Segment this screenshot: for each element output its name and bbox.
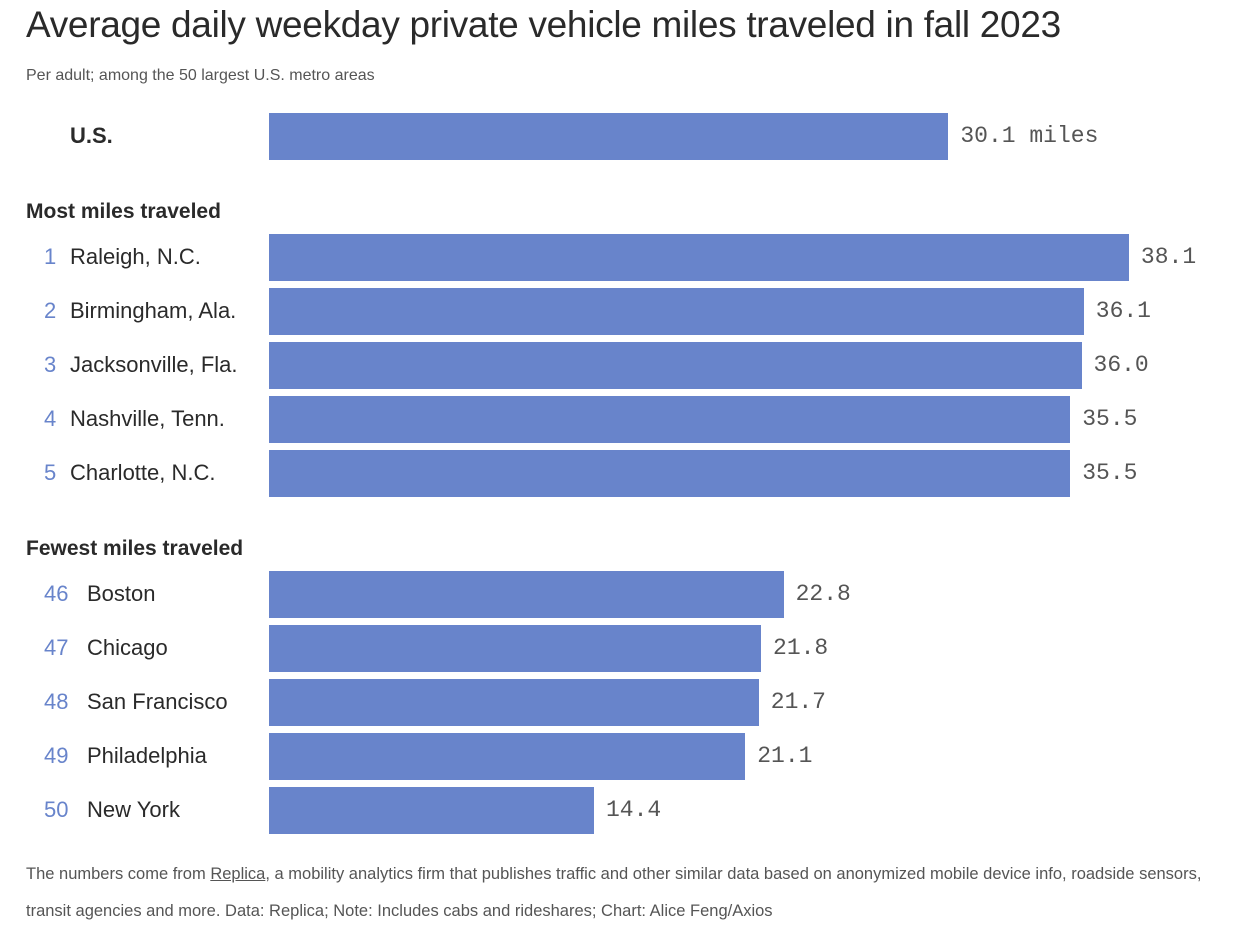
chart-title: Average daily weekday private vehicle mi… [26, 4, 1061, 45]
bar-row: 50 New York 14.4 [0, 787, 1245, 834]
replica-link[interactable]: Replica [210, 865, 266, 883]
chart-subtitle: Per adult; among the 50 largest U.S. met… [26, 67, 375, 84]
bar [269, 571, 784, 618]
category-label: Chicago [87, 635, 168, 660]
footer-post: , a mobility analytics firm that publish… [26, 865, 1202, 920]
bar [269, 396, 1071, 443]
data-label: 22.8 [795, 581, 851, 607]
rank-number: 48 [44, 689, 69, 714]
rank-number: 1 [44, 244, 57, 269]
category-label: Raleigh, N.C. [70, 244, 201, 269]
data-label: 38.1 [1140, 244, 1197, 270]
rank-number: 5 [44, 460, 57, 485]
bar [269, 288, 1084, 335]
bar-row: 3 Jacksonville, Fla. 36.0 [0, 342, 1245, 389]
category-label: Birmingham, Ala. [70, 298, 237, 323]
bar [269, 342, 1082, 389]
category-label: Nashville, Tenn. [70, 406, 225, 431]
data-label: 14.4 [606, 797, 662, 823]
data-label: 21.1 [757, 743, 813, 769]
rank-number: 49 [44, 743, 69, 768]
rank-number: 47 [44, 635, 69, 660]
bar-row: 4 Nashville, Tenn. 35.5 [0, 396, 1245, 443]
category-label: Charlotte, N.C. [70, 460, 216, 485]
data-label: 35.5 [1082, 460, 1138, 486]
bar [269, 234, 1129, 281]
bar [269, 787, 594, 834]
rank-number: 3 [44, 352, 57, 377]
bar-row: 48 San Francisco 21.7 [0, 679, 1245, 726]
bar [269, 679, 759, 726]
bar-row: 5 Charlotte, N.C. 35.5 [0, 450, 1245, 497]
bar-row: 2 Birmingham, Ala. 36.1 [0, 288, 1245, 335]
footer-note: The numbers come from Replica, a mobilit… [26, 856, 1226, 930]
category-label: New York [87, 797, 180, 822]
group-title: Most miles traveled [26, 200, 221, 223]
category-label: Boston [87, 581, 156, 606]
category-label: Jacksonville, Fla. [70, 352, 238, 377]
data-label: 36.0 [1093, 352, 1149, 378]
rank-number: 46 [44, 581, 69, 606]
data-label: 21.7 [770, 689, 826, 715]
bar [269, 113, 949, 160]
data-label: 21.8 [773, 635, 829, 661]
rank-number: 4 [44, 406, 57, 431]
footer-pre: The numbers come from [26, 865, 211, 883]
bar-row: 47 Chicago 21.8 [0, 625, 1245, 672]
bar [269, 625, 762, 672]
bar [269, 450, 1071, 497]
data-label: 36.1 [1095, 298, 1151, 324]
rank-number: 2 [44, 298, 57, 323]
data-label: 35.5 [1082, 406, 1138, 432]
bar-row: 1 Raleigh, N.C. 38.1 [0, 234, 1245, 281]
bar-row: 46 Boston 22.8 [0, 571, 1245, 618]
bar-row: U.S. 30.1 miles [0, 113, 1245, 160]
data-label: 30.1 miles [960, 123, 1099, 149]
category-label: U.S. [70, 123, 113, 148]
category-label: Philadelphia [87, 743, 207, 768]
rank-number: 50 [44, 797, 69, 822]
bar-row: 49 Philadelphia 21.1 [0, 733, 1245, 780]
group-title: Fewest miles traveled [26, 537, 244, 560]
category-label: San Francisco [87, 689, 228, 714]
bar [269, 733, 746, 780]
